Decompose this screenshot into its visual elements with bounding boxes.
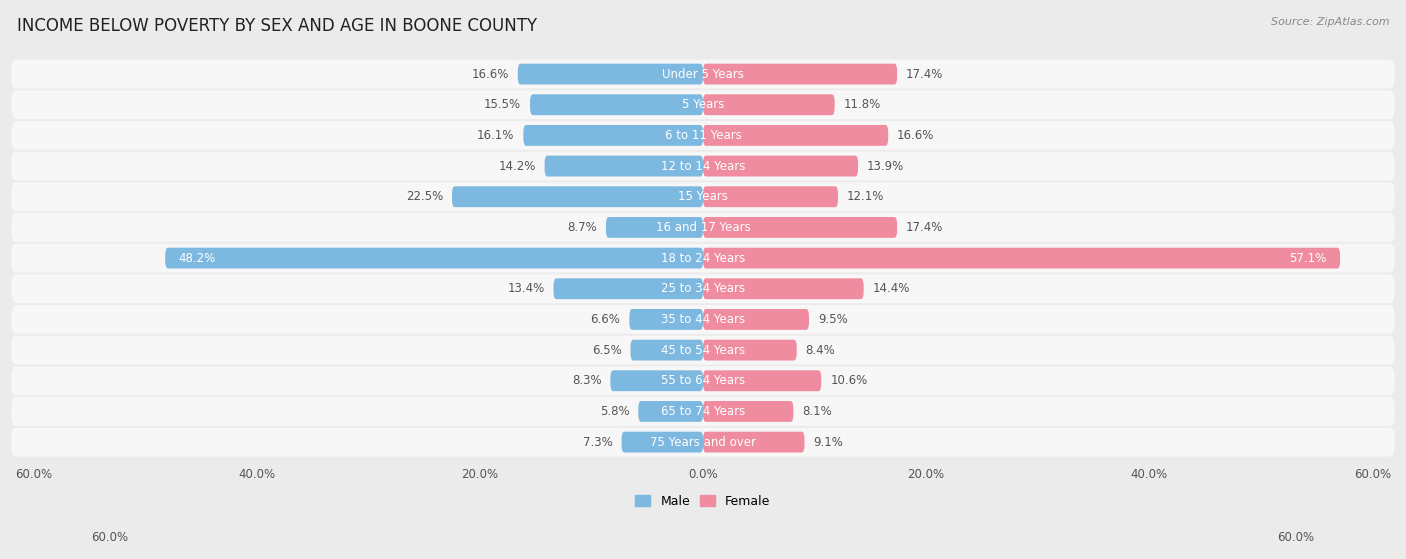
FancyBboxPatch shape	[703, 401, 793, 422]
Text: 25 to 34 Years: 25 to 34 Years	[661, 282, 745, 295]
Text: 16.6%: 16.6%	[897, 129, 935, 142]
Text: 5 Years: 5 Years	[682, 98, 724, 111]
Text: INCOME BELOW POVERTY BY SEX AND AGE IN BOONE COUNTY: INCOME BELOW POVERTY BY SEX AND AGE IN B…	[17, 17, 537, 35]
FancyBboxPatch shape	[703, 432, 804, 453]
Legend: Male, Female: Male, Female	[630, 490, 776, 513]
Text: 9.5%: 9.5%	[818, 313, 848, 326]
Text: 10.6%: 10.6%	[830, 375, 868, 387]
FancyBboxPatch shape	[554, 278, 703, 299]
FancyBboxPatch shape	[11, 60, 1395, 88]
FancyBboxPatch shape	[11, 274, 1395, 303]
Text: 60.0%: 60.0%	[91, 531, 128, 544]
FancyBboxPatch shape	[11, 151, 1395, 181]
Text: 15 Years: 15 Years	[678, 190, 728, 203]
Text: 75 Years and over: 75 Years and over	[650, 435, 756, 449]
FancyBboxPatch shape	[703, 370, 821, 391]
Text: 16.6%: 16.6%	[471, 68, 509, 80]
Text: 15.5%: 15.5%	[484, 98, 522, 111]
FancyBboxPatch shape	[621, 432, 703, 453]
Text: 17.4%: 17.4%	[905, 221, 943, 234]
Text: 12.1%: 12.1%	[846, 190, 884, 203]
Text: 8.4%: 8.4%	[806, 344, 835, 357]
Text: 16.1%: 16.1%	[477, 129, 515, 142]
FancyBboxPatch shape	[703, 94, 835, 115]
FancyBboxPatch shape	[630, 309, 703, 330]
FancyBboxPatch shape	[530, 94, 703, 115]
FancyBboxPatch shape	[703, 309, 808, 330]
Text: 6 to 11 Years: 6 to 11 Years	[665, 129, 741, 142]
Text: Under 5 Years: Under 5 Years	[662, 68, 744, 80]
FancyBboxPatch shape	[11, 121, 1395, 150]
Text: 13.4%: 13.4%	[508, 282, 544, 295]
Text: 6.5%: 6.5%	[592, 344, 621, 357]
Text: 35 to 44 Years: 35 to 44 Years	[661, 313, 745, 326]
Text: 14.2%: 14.2%	[498, 159, 536, 173]
Text: 18 to 24 Years: 18 to 24 Years	[661, 252, 745, 264]
FancyBboxPatch shape	[11, 366, 1395, 395]
FancyBboxPatch shape	[703, 340, 797, 361]
Text: 11.8%: 11.8%	[844, 98, 880, 111]
Text: 12 to 14 Years: 12 to 14 Years	[661, 159, 745, 173]
Text: 17.4%: 17.4%	[905, 68, 943, 80]
FancyBboxPatch shape	[703, 155, 858, 177]
Text: 8.1%: 8.1%	[803, 405, 832, 418]
FancyBboxPatch shape	[606, 217, 703, 238]
FancyBboxPatch shape	[11, 91, 1395, 119]
FancyBboxPatch shape	[630, 340, 703, 361]
FancyBboxPatch shape	[610, 370, 703, 391]
Text: 48.2%: 48.2%	[179, 252, 217, 264]
Text: 22.5%: 22.5%	[406, 190, 443, 203]
Text: 6.6%: 6.6%	[591, 313, 620, 326]
FancyBboxPatch shape	[703, 64, 897, 84]
Text: 16 and 17 Years: 16 and 17 Years	[655, 221, 751, 234]
FancyBboxPatch shape	[703, 248, 1340, 268]
FancyBboxPatch shape	[11, 397, 1395, 426]
FancyBboxPatch shape	[517, 64, 703, 84]
Text: Source: ZipAtlas.com: Source: ZipAtlas.com	[1271, 17, 1389, 27]
Text: 5.8%: 5.8%	[600, 405, 630, 418]
Text: 57.1%: 57.1%	[1289, 252, 1327, 264]
FancyBboxPatch shape	[11, 244, 1395, 272]
Text: 9.1%: 9.1%	[814, 435, 844, 449]
FancyBboxPatch shape	[11, 336, 1395, 364]
FancyBboxPatch shape	[166, 248, 703, 268]
Text: 55 to 64 Years: 55 to 64 Years	[661, 375, 745, 387]
FancyBboxPatch shape	[523, 125, 703, 146]
Text: 60.0%: 60.0%	[1278, 531, 1315, 544]
Text: 13.9%: 13.9%	[868, 159, 904, 173]
FancyBboxPatch shape	[703, 186, 838, 207]
FancyBboxPatch shape	[703, 217, 897, 238]
FancyBboxPatch shape	[703, 125, 889, 146]
Text: 8.3%: 8.3%	[572, 375, 602, 387]
FancyBboxPatch shape	[11, 213, 1395, 242]
FancyBboxPatch shape	[638, 401, 703, 422]
FancyBboxPatch shape	[11, 182, 1395, 211]
FancyBboxPatch shape	[703, 278, 863, 299]
Text: 45 to 54 Years: 45 to 54 Years	[661, 344, 745, 357]
FancyBboxPatch shape	[544, 155, 703, 177]
Text: 14.4%: 14.4%	[873, 282, 910, 295]
FancyBboxPatch shape	[11, 428, 1395, 457]
Text: 7.3%: 7.3%	[583, 435, 613, 449]
Text: 8.7%: 8.7%	[567, 221, 598, 234]
FancyBboxPatch shape	[451, 186, 703, 207]
FancyBboxPatch shape	[11, 305, 1395, 334]
Text: 65 to 74 Years: 65 to 74 Years	[661, 405, 745, 418]
